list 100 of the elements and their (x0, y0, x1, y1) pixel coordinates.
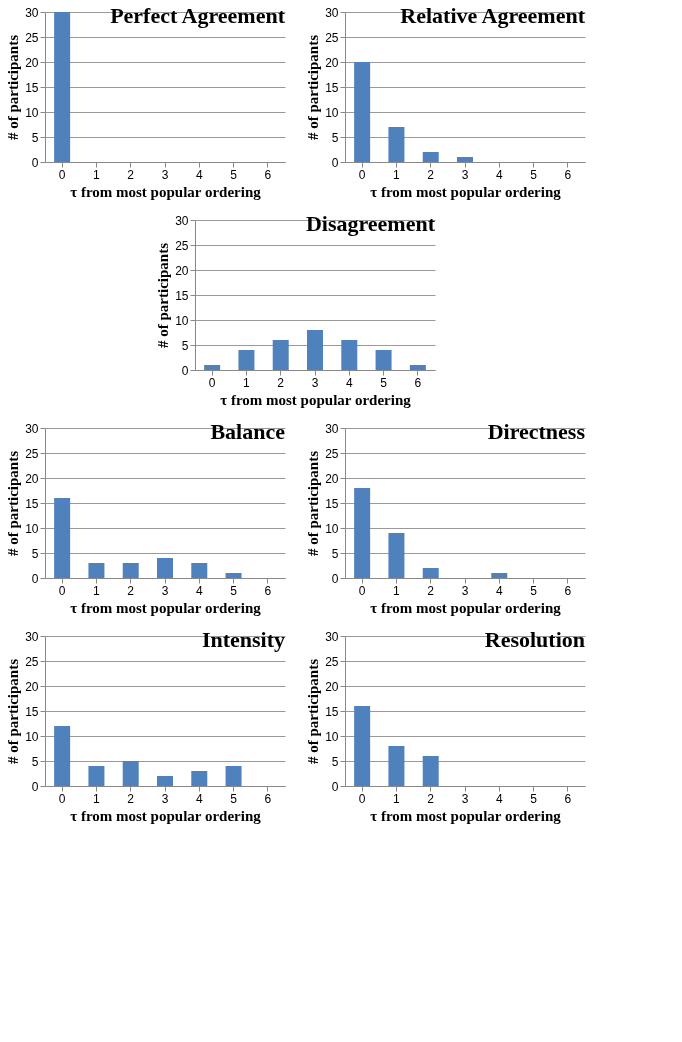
x-tick-label: 4 (345, 375, 353, 390)
y-axis-title: # of participants (305, 450, 322, 556)
y-tick-label: 20 (25, 679, 39, 694)
bar (88, 563, 105, 578)
bar (88, 766, 105, 786)
bar (225, 766, 242, 786)
y-tick-label: 5 (331, 546, 339, 561)
bar (457, 157, 473, 162)
chart-title: Intensity (201, 627, 285, 652)
bar (191, 563, 208, 578)
x-tick-label: 2 (127, 583, 135, 598)
chart-title: Directness (487, 419, 586, 444)
bar (354, 706, 371, 786)
bar (157, 558, 173, 578)
chart-title: Relative Agreement (400, 3, 586, 28)
x-tick-label: 2 (127, 791, 135, 806)
x-tick-label: 4 (195, 583, 203, 598)
y-axis-title: # of participants (305, 658, 322, 764)
y-tick-label: 10 (25, 105, 39, 120)
x-tick-label: 2 (127, 167, 135, 182)
bar (204, 365, 221, 370)
bar (272, 340, 289, 370)
y-tick-label: 0 (31, 571, 39, 586)
x-tick-label: 6 (264, 791, 272, 806)
y-tick-label: 30 (25, 629, 39, 644)
y-tick-label: 20 (325, 55, 339, 70)
y-axis-title: # of participants (155, 242, 172, 348)
y-tick-label: 25 (25, 30, 39, 45)
y-tick-label: 10 (175, 313, 189, 328)
x-axis-title: τ from most popular ordering (370, 807, 562, 824)
x-tick-label: 5 (380, 375, 388, 390)
bar (307, 330, 323, 370)
x-tick-label: 3 (161, 167, 169, 182)
x-tick-label: 6 (564, 583, 572, 598)
x-tick-label: 1 (393, 583, 401, 598)
x-tick-label: 1 (393, 791, 401, 806)
bar (388, 746, 405, 786)
bar (238, 350, 255, 370)
x-tick-label: 0 (358, 167, 366, 182)
x-tick-label: 0 (58, 167, 66, 182)
x-axis-title: τ from most popular ordering (370, 183, 562, 200)
y-tick-label: 25 (325, 30, 339, 45)
y-tick-label: 20 (25, 471, 39, 486)
x-tick-label: 4 (495, 167, 503, 182)
x-tick-label: 2 (427, 583, 435, 598)
y-tick-label: 0 (31, 155, 39, 170)
x-tick-label: 1 (243, 375, 251, 390)
x-tick-label: 5 (530, 791, 538, 806)
bar (354, 488, 371, 578)
x-tick-label: 4 (195, 791, 203, 806)
bar (388, 533, 405, 578)
x-tick-label: 6 (564, 167, 572, 182)
x-tick-label: 1 (93, 583, 101, 598)
y-tick-label: 25 (325, 654, 339, 669)
y-tick-label: 0 (331, 155, 339, 170)
y-tick-label: 10 (25, 729, 39, 744)
x-tick-label: 3 (461, 167, 469, 182)
y-tick-label: 5 (31, 130, 39, 145)
y-tick-label: 15 (325, 80, 339, 95)
x-tick-label: 6 (414, 375, 422, 390)
chart-title: Resolution (484, 627, 585, 652)
bar (191, 771, 208, 786)
bar (422, 152, 439, 162)
y-tick-label: 15 (25, 80, 39, 95)
y-tick-label: 15 (25, 496, 39, 511)
x-tick-label: 3 (461, 791, 469, 806)
y-tick-label: 30 (25, 5, 39, 20)
y-tick-label: 5 (331, 130, 339, 145)
bar (225, 573, 242, 578)
y-tick-label: 25 (175, 238, 189, 253)
x-tick-label: 4 (195, 167, 203, 182)
x-tick-label: 4 (495, 791, 503, 806)
x-tick-label: 1 (93, 167, 101, 182)
bar (341, 340, 358, 370)
y-tick-label: 5 (31, 546, 39, 561)
x-tick-label: 2 (427, 167, 435, 182)
bar (409, 365, 426, 370)
x-tick-label: 0 (358, 791, 366, 806)
x-tick-label: 2 (427, 791, 435, 806)
x-tick-label: 3 (461, 583, 469, 598)
y-tick-label: 20 (325, 679, 339, 694)
x-axis-title: τ from most popular ordering (70, 183, 262, 200)
y-tick-label: 30 (25, 421, 39, 436)
y-tick-label: 15 (325, 704, 339, 719)
chart-title: Perfect Agreement (110, 3, 286, 28)
bar (354, 62, 371, 162)
y-axis-title: # of participants (305, 34, 322, 140)
x-tick-label: 3 (161, 583, 169, 598)
y-tick-label: 0 (31, 779, 39, 794)
bar (122, 563, 139, 578)
x-tick-label: 1 (393, 167, 401, 182)
y-tick-label: 10 (325, 105, 339, 120)
y-tick-label: 30 (325, 629, 339, 644)
bar (54, 726, 71, 786)
x-tick-label: 5 (230, 791, 238, 806)
y-tick-label: 5 (331, 754, 339, 769)
bar (422, 756, 439, 786)
bar (122, 761, 139, 786)
bar (157, 776, 173, 786)
x-tick-label: 0 (358, 583, 366, 598)
